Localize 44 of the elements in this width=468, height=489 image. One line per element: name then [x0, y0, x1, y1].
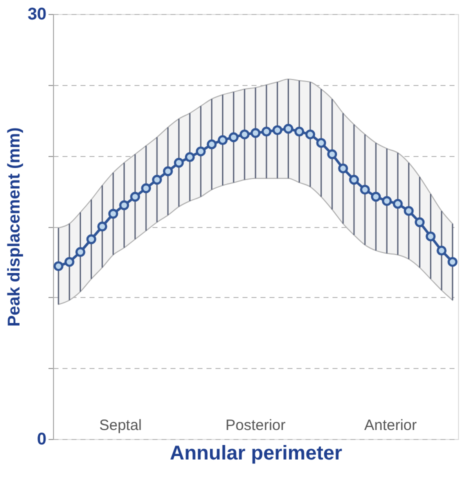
point	[360, 184, 370, 195]
point	[436, 246, 447, 256]
point	[64, 256, 74, 267]
point	[382, 196, 392, 206]
annotation: Posterior	[225, 417, 286, 434]
x-axis-title: Annular perimeter	[170, 442, 342, 464]
point	[184, 152, 195, 162]
point	[316, 138, 326, 148]
point	[54, 261, 64, 272]
point	[404, 206, 414, 216]
point	[240, 129, 250, 140]
point	[392, 198, 403, 209]
point	[305, 129, 316, 140]
point	[75, 247, 86, 257]
point	[162, 166, 173, 176]
y-tick-label: 30	[28, 4, 46, 24]
point	[414, 217, 425, 228]
point	[294, 126, 304, 137]
point	[327, 149, 338, 160]
point	[338, 163, 348, 174]
annotation: Septal	[99, 417, 142, 434]
point	[349, 174, 359, 185]
point	[228, 132, 239, 142]
y-axis-title: Peak displacement (mm)	[4, 127, 24, 327]
annotation: Anterior	[364, 417, 417, 434]
point	[108, 208, 118, 219]
point	[426, 231, 436, 242]
point	[250, 128, 260, 138]
point	[448, 256, 458, 267]
point	[196, 146, 206, 156]
point	[130, 192, 140, 202]
point	[119, 200, 130, 210]
point	[86, 234, 96, 244]
point	[206, 139, 217, 150]
point	[97, 222, 108, 232]
point	[370, 192, 381, 202]
point	[152, 174, 162, 185]
point	[141, 183, 152, 194]
y-tick-label: 0	[37, 430, 46, 448]
point	[261, 126, 272, 137]
point	[272, 125, 282, 136]
point	[218, 135, 228, 146]
point	[174, 158, 184, 168]
point	[283, 124, 294, 134]
